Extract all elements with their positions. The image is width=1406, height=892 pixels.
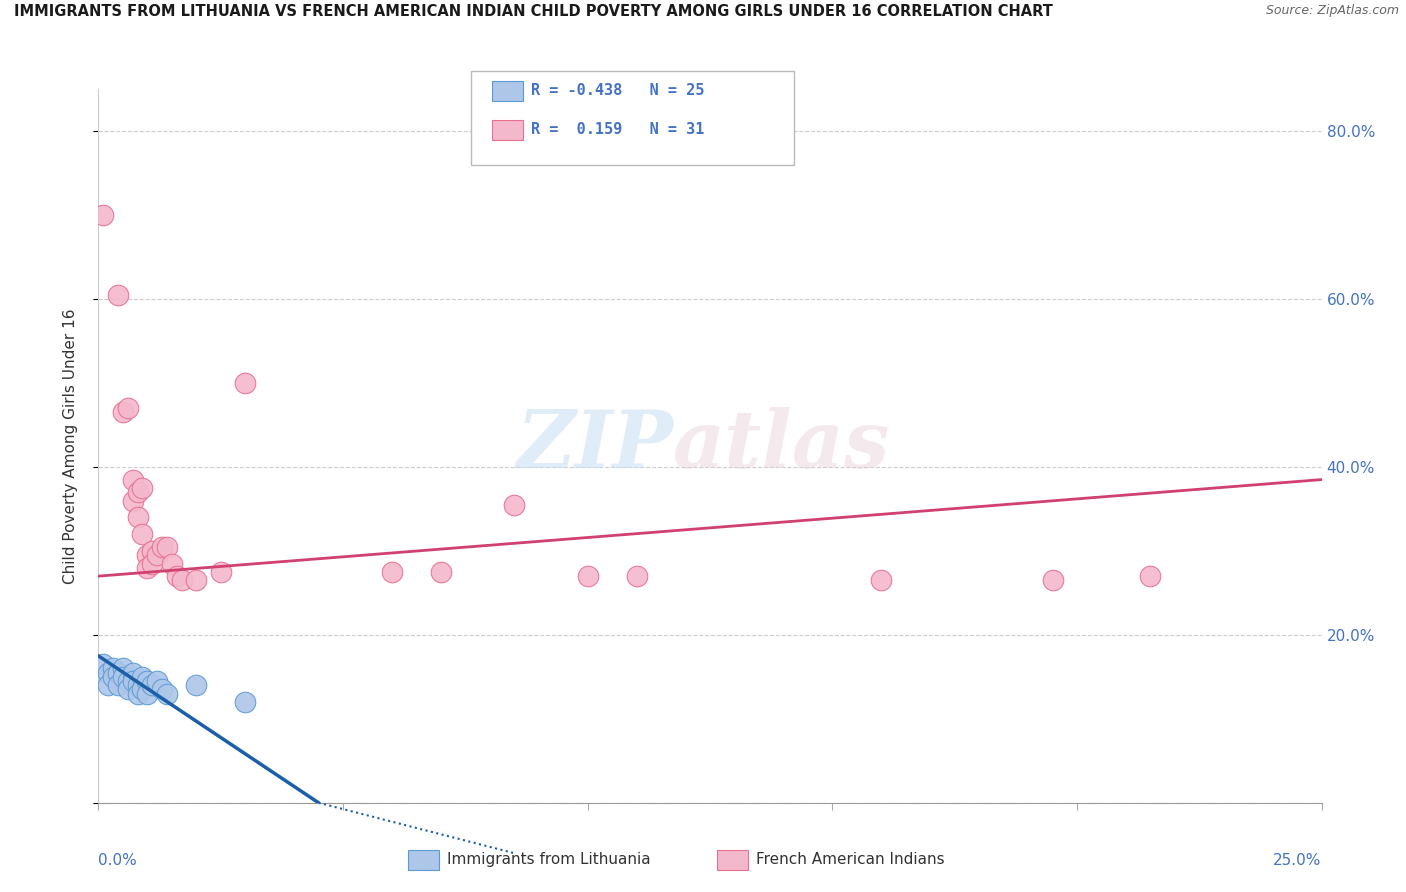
Point	[131, 481, 153, 495]
Point	[146, 548, 169, 562]
Point	[97, 678, 120, 692]
Point	[870, 574, 893, 588]
Point	[233, 695, 256, 709]
Point	[160, 557, 183, 571]
Point	[97, 665, 120, 680]
Point	[626, 569, 648, 583]
Point	[430, 565, 453, 579]
Point	[136, 560, 159, 574]
Point	[117, 674, 139, 689]
Y-axis label: Child Poverty Among Girls Under 16: Child Poverty Among Girls Under 16	[63, 309, 77, 583]
Point	[131, 670, 153, 684]
Point	[91, 657, 114, 672]
Point	[576, 569, 599, 583]
Point	[136, 687, 159, 701]
Point	[209, 565, 232, 579]
Point	[101, 661, 124, 675]
Text: R = -0.438   N = 25: R = -0.438 N = 25	[531, 83, 704, 97]
Point	[107, 678, 129, 692]
Text: Source: ZipAtlas.com: Source: ZipAtlas.com	[1265, 4, 1399, 18]
Point	[127, 485, 149, 500]
Point	[111, 405, 134, 419]
Text: ZIP: ZIP	[516, 408, 673, 484]
Point	[1042, 574, 1064, 588]
Point	[150, 682, 173, 697]
Point	[156, 687, 179, 701]
Point	[117, 401, 139, 416]
Point	[1139, 569, 1161, 583]
Text: R =  0.159   N = 31: R = 0.159 N = 31	[531, 122, 704, 136]
Point	[141, 678, 163, 692]
Point	[107, 665, 129, 680]
Text: 25.0%: 25.0%	[1274, 853, 1322, 868]
Point	[121, 674, 143, 689]
Text: IMMIGRANTS FROM LITHUANIA VS FRENCH AMERICAN INDIAN CHILD POVERTY AMONG GIRLS UN: IMMIGRANTS FROM LITHUANIA VS FRENCH AMER…	[14, 4, 1053, 20]
Point	[233, 376, 256, 390]
Point	[141, 557, 163, 571]
Point	[150, 540, 173, 554]
Text: atlas: atlas	[673, 408, 891, 484]
Point	[111, 670, 134, 684]
Point	[146, 674, 169, 689]
Point	[131, 682, 153, 697]
Point	[121, 665, 143, 680]
Point	[121, 473, 143, 487]
Point	[131, 527, 153, 541]
Point	[127, 687, 149, 701]
Point	[121, 493, 143, 508]
Point	[136, 674, 159, 689]
Point	[381, 565, 404, 579]
Text: French American Indians: French American Indians	[756, 853, 945, 867]
Point	[107, 288, 129, 302]
Point	[141, 544, 163, 558]
Point	[136, 548, 159, 562]
Point	[91, 208, 114, 222]
Point	[127, 678, 149, 692]
Point	[186, 678, 208, 692]
Point	[170, 574, 193, 588]
Point	[101, 670, 124, 684]
Point	[186, 574, 208, 588]
Text: Immigrants from Lithuania: Immigrants from Lithuania	[447, 853, 651, 867]
Point	[111, 661, 134, 675]
Point	[166, 569, 188, 583]
Point	[156, 540, 179, 554]
Point	[117, 682, 139, 697]
Text: 0.0%: 0.0%	[98, 853, 138, 868]
Point	[503, 498, 526, 512]
Point	[127, 510, 149, 524]
